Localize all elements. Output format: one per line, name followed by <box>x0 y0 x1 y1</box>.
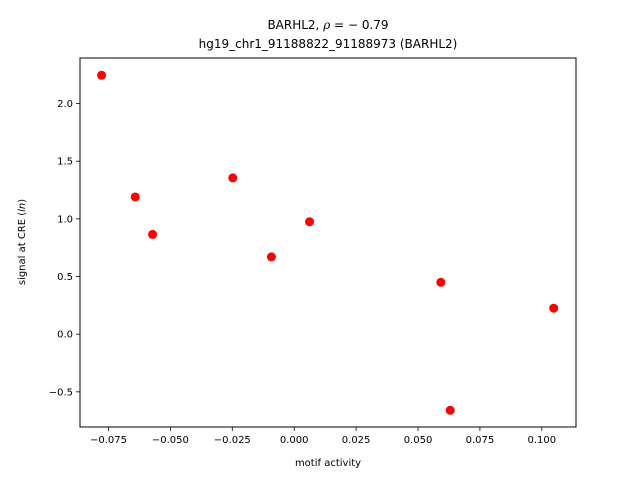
data-point <box>436 277 446 287</box>
chart-title-line-2: hg19_chr1_91188822_91188973 (BARHL2) <box>199 37 458 51</box>
x-tick-label: 0.000 <box>280 435 309 446</box>
data-points <box>97 70 559 415</box>
x-axis-ticks: −0.075 −0.050 −0.025 0.000 0.025 0.050 0.075 0.… <box>90 427 556 446</box>
x-tick-label: 0.100 <box>528 435 557 446</box>
x-tick-label: 0.025 <box>342 435 371 446</box>
plot-area-frame <box>79 57 577 428</box>
x-axis-label: motif activity <box>295 458 361 469</box>
y-tick-label: −0.5 <box>49 387 73 398</box>
data-point <box>445 405 455 415</box>
data-point <box>97 70 107 80</box>
x-tick-label: −0.050 <box>152 435 189 446</box>
x-tick-label: 0.075 <box>466 435 495 446</box>
chart-title-line-1: BARHL2, ρ = − 0.79 <box>267 18 388 32</box>
x-tick-label: −0.075 <box>90 435 127 446</box>
y-tick-label: 2.0 <box>57 99 73 110</box>
x-tick-label: 0.050 <box>404 435 433 446</box>
data-point <box>228 173 238 183</box>
x-tick-label: −0.025 <box>214 435 251 446</box>
data-point <box>148 229 158 239</box>
data-point <box>130 192 140 202</box>
data-point <box>266 252 276 262</box>
y-tick-label: 0.5 <box>57 272 73 283</box>
y-tick-label: 0.0 <box>57 330 73 341</box>
y-axis-ticks: −0.5 0.0 0.5 1.0 1.5 2.0 <box>49 99 80 398</box>
y-axis-label: signal at CRE (ln) <box>17 199 28 285</box>
data-point <box>305 217 315 227</box>
y-tick-label: 1.0 <box>57 214 73 225</box>
y-tick-label: 1.5 <box>57 157 73 168</box>
data-point <box>549 303 559 313</box>
